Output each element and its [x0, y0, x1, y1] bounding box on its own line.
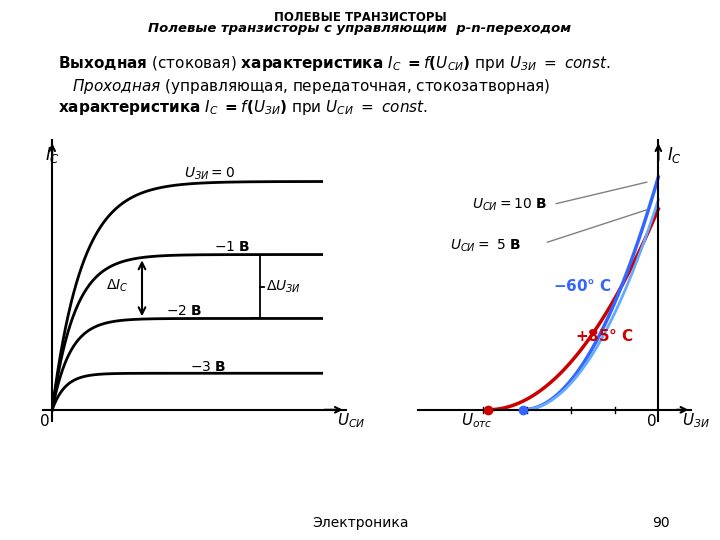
Text: ПОЛЕВЫЕ ТРАНЗИСТОРЫ: ПОЛЕВЫЕ ТРАНЗИСТОРЫ	[274, 11, 446, 24]
Text: 0: 0	[40, 414, 50, 429]
Text: $-3\ \mathbf{B}$: $-3\ \mathbf{B}$	[190, 360, 227, 374]
Text: $U_{отс}$: $U_{отс}$	[462, 412, 493, 430]
Text: $\Delta I_C$: $\Delta I_C$	[106, 278, 128, 294]
Text: $\mathbf{характеристика\ }$$\mathbf{\mathit{I}_{\mathit{C}}}$$\mathbf{\ =\mathit: $\mathbf{характеристика\ }$$\mathbf{\mat…	[58, 98, 428, 117]
Text: $\Delta U_{ЗИ}$: $\Delta U_{ЗИ}$	[266, 278, 301, 295]
Text: $\mathbf{\mathit{Проходная}}$ (управляющая, передаточная, стокозатворная): $\mathbf{\mathit{Проходная}}$ (управляющ…	[72, 77, 550, 96]
Text: $-2\ \mathbf{B}$: $-2\ \mathbf{B}$	[166, 304, 202, 318]
Text: $\mathbf{+85°\ C}$: $\mathbf{+85°\ C}$	[575, 328, 634, 345]
Text: 90: 90	[652, 516, 670, 530]
Text: Полевые транзисторы с управляющим  p-n-переходом: Полевые транзисторы с управляющим p-n-пе…	[148, 22, 572, 35]
Text: $-1\ \mathbf{B}$: $-1\ \mathbf{B}$	[214, 240, 251, 254]
Text: $U_{ЗИ}=0$: $U_{ЗИ}=0$	[184, 166, 235, 183]
Text: 0: 0	[647, 414, 657, 429]
Text: $U_{СИ}$: $U_{СИ}$	[337, 412, 365, 430]
Text: $\mathbf{-60°\ C}$: $\mathbf{-60°\ C}$	[553, 278, 612, 294]
Text: $U_{СИ}=\ 5\ \mathbf{B}$: $U_{СИ}=\ 5\ \mathbf{B}$	[451, 238, 521, 254]
Text: $I_C$: $I_C$	[667, 145, 682, 165]
Text: Электроника: Электроника	[312, 516, 408, 530]
Text: $\mathbf{Выходная}$ (стоковая) $\mathbf{характеристика\ }$$\mathbf{\mathit{I}_{\: $\mathbf{Выходная}$ (стоковая) $\mathbf{…	[58, 54, 611, 73]
Text: $U_{ЗИ}$: $U_{ЗИ}$	[683, 412, 710, 430]
Text: $I_C$: $I_C$	[45, 145, 60, 165]
Text: $U_{СИ}=10\ \mathbf{B}$: $U_{СИ}=10\ \mathbf{B}$	[472, 197, 548, 213]
